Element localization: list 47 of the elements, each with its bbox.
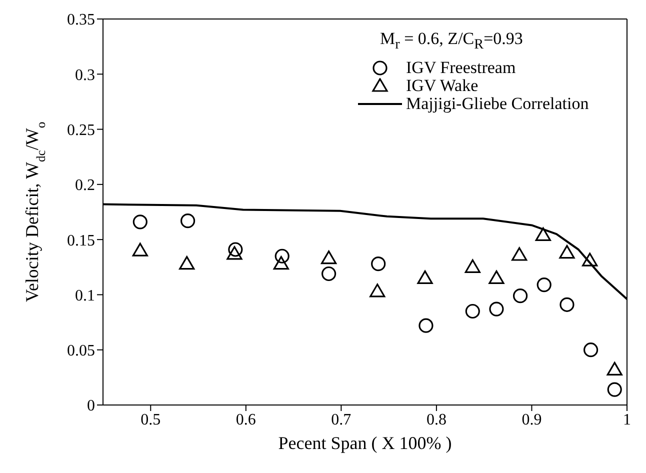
point <box>607 382 622 397</box>
point <box>180 214 196 228</box>
x-axis-title: Pecent Span ( X 100% ) <box>278 433 452 453</box>
x-tick-label: 0.5 <box>140 411 161 428</box>
point <box>606 362 622 376</box>
point <box>582 252 598 266</box>
point <box>371 256 386 272</box>
x-tick-label: 1 <box>623 411 631 428</box>
point <box>320 250 337 264</box>
point <box>536 277 552 292</box>
y-tick-label: 0.3 <box>75 66 95 84</box>
point <box>370 284 386 298</box>
x-tick-label: 0.6 <box>236 411 256 428</box>
legend-title: M$_{r}$ = 0.6, Z/C$_{R}$=0.93 <box>379 29 524 54</box>
x-tick-label: 0.9 <box>522 411 542 428</box>
point <box>132 242 148 256</box>
y-tick-label: 0.2 <box>75 177 95 194</box>
x-tick-label: 0.8 <box>426 411 446 428</box>
point <box>489 302 504 316</box>
point <box>321 266 336 282</box>
legend-label: IGV Wake <box>406 76 478 96</box>
y-tick-label: 0.25 <box>67 122 95 139</box>
point <box>179 256 195 270</box>
legend-label: Majjigi-Gliebe Correlation <box>406 94 589 114</box>
point <box>273 256 289 270</box>
point <box>418 318 434 333</box>
y-tick-label: 0 <box>87 398 95 415</box>
point <box>512 247 528 261</box>
point <box>488 270 504 284</box>
y-tick-label: 0.15 <box>67 232 95 250</box>
point <box>132 214 148 230</box>
x-tick-label: 0.7 <box>331 411 352 428</box>
point <box>560 297 574 312</box>
point <box>465 304 480 319</box>
point <box>464 259 480 273</box>
legend-label: IGV Freestream <box>406 58 516 78</box>
point <box>417 270 433 284</box>
point <box>228 242 243 257</box>
point <box>226 246 242 260</box>
point <box>535 227 551 241</box>
point <box>274 248 290 264</box>
point <box>559 245 575 259</box>
y-tick-label: 0.35 <box>67 12 95 29</box>
point <box>512 288 528 304</box>
y-tick-label: 0.1 <box>75 287 95 304</box>
point <box>583 342 598 358</box>
y-tick-label: 0.05 <box>67 342 95 360</box>
